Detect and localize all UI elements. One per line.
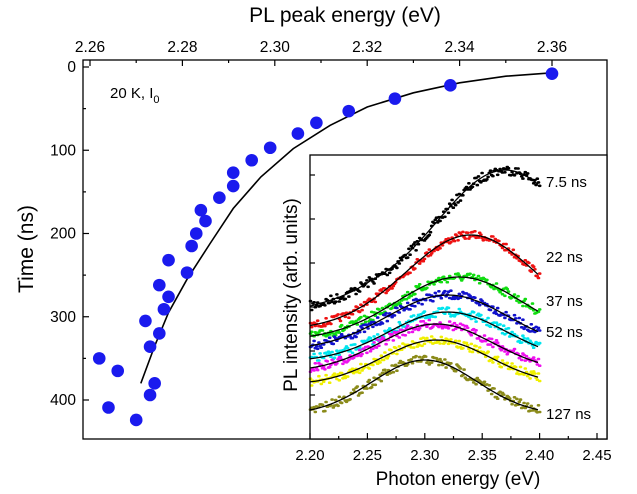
spectrum-fit-line bbox=[309, 359, 539, 411]
left-axis-title: Time (ns) bbox=[15, 205, 38, 293]
top-axis-tick-label: 2.30 bbox=[260, 39, 291, 56]
data-point bbox=[148, 377, 161, 390]
data-point bbox=[111, 364, 125, 378]
data-point bbox=[444, 79, 457, 92]
inset-x-tick-label: 2.35 bbox=[468, 447, 497, 464]
data-point bbox=[226, 166, 240, 180]
left-axis-tick-label: 0 bbox=[67, 59, 76, 76]
spectrum-fit-line bbox=[309, 276, 539, 337]
data-point bbox=[245, 153, 258, 167]
data-point bbox=[185, 239, 198, 253]
left-axis-tick-label: 200 bbox=[50, 226, 76, 243]
spectrum-delay-label: 127 ns bbox=[546, 406, 591, 423]
spectrum-fit-line bbox=[309, 294, 539, 347]
data-point bbox=[213, 191, 226, 205]
data-point bbox=[157, 302, 171, 316]
top-axis-tick-label: 2.28 bbox=[167, 39, 197, 56]
data-point bbox=[139, 314, 152, 328]
data-point bbox=[388, 92, 402, 105]
condition-annotation: 20 K, I0 bbox=[110, 85, 159, 106]
data-point bbox=[545, 67, 559, 80]
inset-x-tick-label: 2.40 bbox=[525, 447, 554, 464]
inset-x-axis-title: Photon energy (eV) bbox=[376, 469, 541, 490]
condition-annotation-subscript: 0 bbox=[153, 94, 159, 106]
inset-x-tick-label: 2.45 bbox=[582, 447, 611, 464]
inset-x-tick-label: 2.25 bbox=[353, 447, 382, 464]
data-point bbox=[291, 127, 305, 140]
inset-x-tick-label: 2.30 bbox=[410, 447, 439, 464]
spectrum-fit-line bbox=[309, 339, 539, 383]
data-point bbox=[199, 214, 212, 228]
data-point bbox=[194, 203, 208, 217]
data-point bbox=[153, 278, 166, 292]
top-axis-tick-label: 2.34 bbox=[445, 39, 476, 56]
inset-series-labels: 7.5 ns 22 ns 37 ns 52 ns 127 ns bbox=[546, 174, 591, 423]
main-data-points bbox=[92, 67, 559, 427]
spectrum-fit-line bbox=[309, 311, 539, 360]
data-point bbox=[310, 116, 323, 130]
data-point bbox=[143, 340, 157, 354]
top-axis-title: PL peak energy (eV) bbox=[249, 4, 441, 27]
data-point bbox=[153, 327, 166, 340]
data-point bbox=[143, 388, 157, 402]
top-axis-tick-label: 2.36 bbox=[537, 39, 567, 56]
inset-axis-ticks: 2.20 2.25 2.30 2.35 2.40 2.45 bbox=[295, 174, 612, 464]
top-axis-tick-label: 2.32 bbox=[352, 39, 382, 56]
data-point bbox=[189, 227, 203, 240]
data-point bbox=[226, 179, 240, 193]
data-point bbox=[92, 352, 106, 365]
data-point bbox=[162, 253, 175, 267]
condition-annotation-text: 20 K, I bbox=[110, 85, 153, 102]
spectrum-delay-label: 52 ns bbox=[546, 324, 583, 341]
main-axis-ticks: 2.26 2.28 2.30 2.32 2.34 2.36 0 100 200 300 400 bbox=[50, 39, 567, 409]
data-point bbox=[263, 141, 277, 155]
left-axis-tick-label: 300 bbox=[50, 309, 76, 326]
left-axis-tick-label: 400 bbox=[50, 392, 76, 409]
spectrum-delay-label: 37 ns bbox=[546, 293, 583, 310]
data-point bbox=[162, 290, 175, 304]
inset-plot-frame bbox=[309, 154, 608, 440]
inset-y-axis-title: PL intensity (arb. units) bbox=[281, 198, 302, 392]
spectrum-fit-line bbox=[309, 169, 539, 307]
spectrum-delay-label: 22 ns bbox=[546, 249, 583, 266]
left-axis-tick-label: 100 bbox=[50, 142, 76, 159]
data-point bbox=[129, 413, 143, 427]
spectrum-fit-line bbox=[309, 234, 539, 327]
data-point bbox=[102, 401, 115, 414]
spectrum-fit-line bbox=[309, 323, 539, 369]
top-axis-tick-label: 2.26 bbox=[75, 39, 105, 56]
inset-x-tick-label: 2.20 bbox=[295, 447, 324, 464]
data-point bbox=[180, 266, 194, 279]
data-point bbox=[342, 104, 356, 118]
spectrum-delay-label: 7.5 ns bbox=[546, 174, 587, 191]
